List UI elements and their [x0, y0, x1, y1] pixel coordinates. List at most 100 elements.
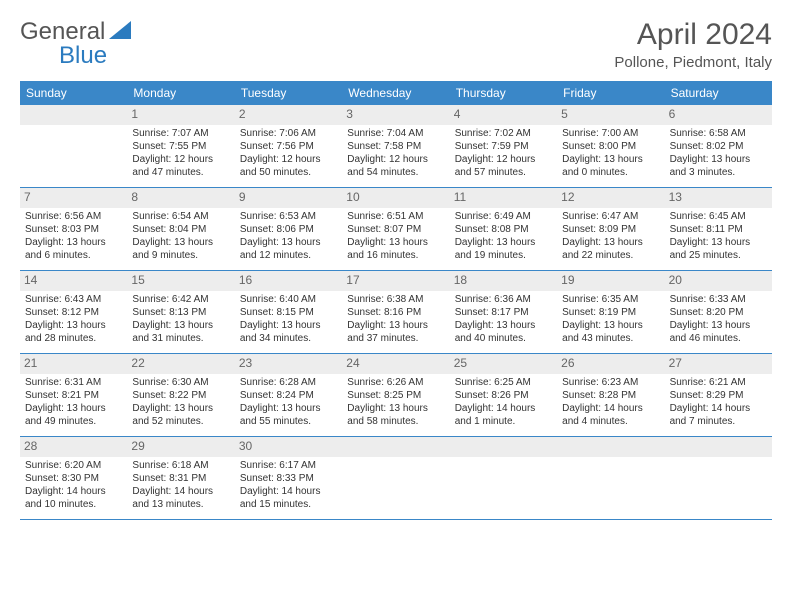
day-info-line: and 19 minutes. [455, 249, 552, 262]
day-info-line: Sunrise: 7:00 AM [562, 127, 659, 140]
day-info-line: and 52 minutes. [132, 415, 229, 428]
weekday-label: Wednesday [342, 81, 449, 105]
day-info-line: Daylight: 13 hours [240, 402, 337, 415]
day-info-line: and 0 minutes. [562, 166, 659, 179]
weeks-container: 1Sunrise: 7:07 AMSunset: 7:55 PMDaylight… [20, 105, 772, 520]
day-info-line: and 43 minutes. [562, 332, 659, 345]
day-number: 19 [557, 271, 664, 291]
day-info-line: Daylight: 13 hours [670, 236, 767, 249]
day-info-line: Sunrise: 6:25 AM [455, 376, 552, 389]
weekday-label: Friday [557, 81, 664, 105]
weekday-label: Monday [127, 81, 234, 105]
day-number: 2 [235, 105, 342, 125]
day-number: 12 [557, 188, 664, 208]
day-number: 30 [235, 437, 342, 457]
day-info-line: Sunrise: 6:54 AM [132, 210, 229, 223]
day-info-line: Daylight: 14 hours [132, 485, 229, 498]
day-cell: 16Sunrise: 6:40 AMSunset: 8:15 PMDayligh… [235, 271, 342, 353]
day-cell: 2Sunrise: 7:06 AMSunset: 7:56 PMDaylight… [235, 105, 342, 187]
weekday-label: Tuesday [235, 81, 342, 105]
day-info-line: Sunset: 7:55 PM [132, 140, 229, 153]
day-number: 24 [342, 354, 449, 374]
day-info-line: Daylight: 13 hours [132, 319, 229, 332]
logo-line2: Blue [23, 42, 107, 70]
day-info-line: Daylight: 13 hours [25, 402, 122, 415]
day-number: 8 [127, 188, 234, 208]
day-info-line: Daylight: 13 hours [347, 319, 444, 332]
day-info-line: Sunrise: 6:18 AM [132, 459, 229, 472]
day-info-line: and 10 minutes. [25, 498, 122, 511]
day-info-line: Daylight: 14 hours [670, 402, 767, 415]
day-info-line: Sunset: 8:07 PM [347, 223, 444, 236]
day-info-line: and 54 minutes. [347, 166, 444, 179]
day-number: 18 [450, 271, 557, 291]
day-info-line: Sunset: 8:33 PM [240, 472, 337, 485]
day-info-line: Daylight: 14 hours [455, 402, 552, 415]
day-info-line: and 31 minutes. [132, 332, 229, 345]
day-info-line: Sunset: 8:20 PM [670, 306, 767, 319]
day-cell: 11Sunrise: 6:49 AMSunset: 8:08 PMDayligh… [450, 188, 557, 270]
day-info-line: and 12 minutes. [240, 249, 337, 262]
day-info-line: and 25 minutes. [670, 249, 767, 262]
logo-triangle-icon [109, 21, 131, 39]
day-cell [665, 437, 772, 519]
page-subtitle: Pollone, Piedmont, Italy [614, 54, 772, 71]
day-info-line: Sunset: 8:12 PM [25, 306, 122, 319]
day-info-line: and 50 minutes. [240, 166, 337, 179]
day-cell: 29Sunrise: 6:18 AMSunset: 8:31 PMDayligh… [127, 437, 234, 519]
day-cell: 8Sunrise: 6:54 AMSunset: 8:04 PMDaylight… [127, 188, 234, 270]
day-info-line: Sunset: 8:04 PM [132, 223, 229, 236]
day-info-line: Sunrise: 6:23 AM [562, 376, 659, 389]
day-number: 15 [127, 271, 234, 291]
day-info-line: and 55 minutes. [240, 415, 337, 428]
day-cell: 18Sunrise: 6:36 AMSunset: 8:17 PMDayligh… [450, 271, 557, 353]
weekday-header: Sunday Monday Tuesday Wednesday Thursday… [20, 81, 772, 105]
day-number: 26 [557, 354, 664, 374]
day-info-line: Sunset: 7:59 PM [455, 140, 552, 153]
weekday-label: Saturday [665, 81, 772, 105]
day-cell: 6Sunrise: 6:58 AMSunset: 8:02 PMDaylight… [665, 105, 772, 187]
day-info-line: Daylight: 13 hours [670, 153, 767, 166]
day-cell: 25Sunrise: 6:25 AMSunset: 8:26 PMDayligh… [450, 354, 557, 436]
day-cell: 21Sunrise: 6:31 AMSunset: 8:21 PMDayligh… [20, 354, 127, 436]
day-number: 13 [665, 188, 772, 208]
day-info-line: and 16 minutes. [347, 249, 444, 262]
day-cell: 20Sunrise: 6:33 AMSunset: 8:20 PMDayligh… [665, 271, 772, 353]
day-cell: 17Sunrise: 6:38 AMSunset: 8:16 PMDayligh… [342, 271, 449, 353]
day-number: 23 [235, 354, 342, 374]
day-number: 11 [450, 188, 557, 208]
day-number [342, 437, 449, 457]
day-cell [557, 437, 664, 519]
day-info-line: Daylight: 12 hours [347, 153, 444, 166]
day-info-line: Daylight: 13 hours [240, 236, 337, 249]
calendar: Sunday Monday Tuesday Wednesday Thursday… [20, 81, 772, 520]
header: General April 2024 Pollone, Piedmont, It… [20, 18, 772, 71]
day-info-line: Daylight: 13 hours [25, 236, 122, 249]
day-number [20, 105, 127, 125]
day-info-line: Sunset: 8:03 PM [25, 223, 122, 236]
day-info-line: Sunrise: 6:56 AM [25, 210, 122, 223]
day-info-line: and 22 minutes. [562, 249, 659, 262]
day-info-line: Sunrise: 6:38 AM [347, 293, 444, 306]
day-info-line: Sunset: 8:19 PM [562, 306, 659, 319]
day-info-line: Daylight: 13 hours [670, 319, 767, 332]
day-cell: 24Sunrise: 6:26 AMSunset: 8:25 PMDayligh… [342, 354, 449, 436]
day-cell: 28Sunrise: 6:20 AMSunset: 8:30 PMDayligh… [20, 437, 127, 519]
day-info-line: Sunrise: 6:58 AM [670, 127, 767, 140]
day-number [450, 437, 557, 457]
day-info-line: Sunrise: 7:07 AM [132, 127, 229, 140]
day-info-line: Sunset: 8:26 PM [455, 389, 552, 402]
day-cell: 3Sunrise: 7:04 AMSunset: 7:58 PMDaylight… [342, 105, 449, 187]
day-info-line: Sunrise: 6:51 AM [347, 210, 444, 223]
day-info-line: Daylight: 13 hours [455, 236, 552, 249]
day-info-line: and 46 minutes. [670, 332, 767, 345]
day-info-line: Sunrise: 7:02 AM [455, 127, 552, 140]
day-info-line: Sunrise: 6:20 AM [25, 459, 122, 472]
day-info-line: and 1 minute. [455, 415, 552, 428]
day-cell: 10Sunrise: 6:51 AMSunset: 8:07 PMDayligh… [342, 188, 449, 270]
week-row: 14Sunrise: 6:43 AMSunset: 8:12 PMDayligh… [20, 271, 772, 354]
day-cell: 7Sunrise: 6:56 AMSunset: 8:03 PMDaylight… [20, 188, 127, 270]
day-info-line: Sunset: 8:29 PM [670, 389, 767, 402]
day-cell: 27Sunrise: 6:21 AMSunset: 8:29 PMDayligh… [665, 354, 772, 436]
day-number: 3 [342, 105, 449, 125]
